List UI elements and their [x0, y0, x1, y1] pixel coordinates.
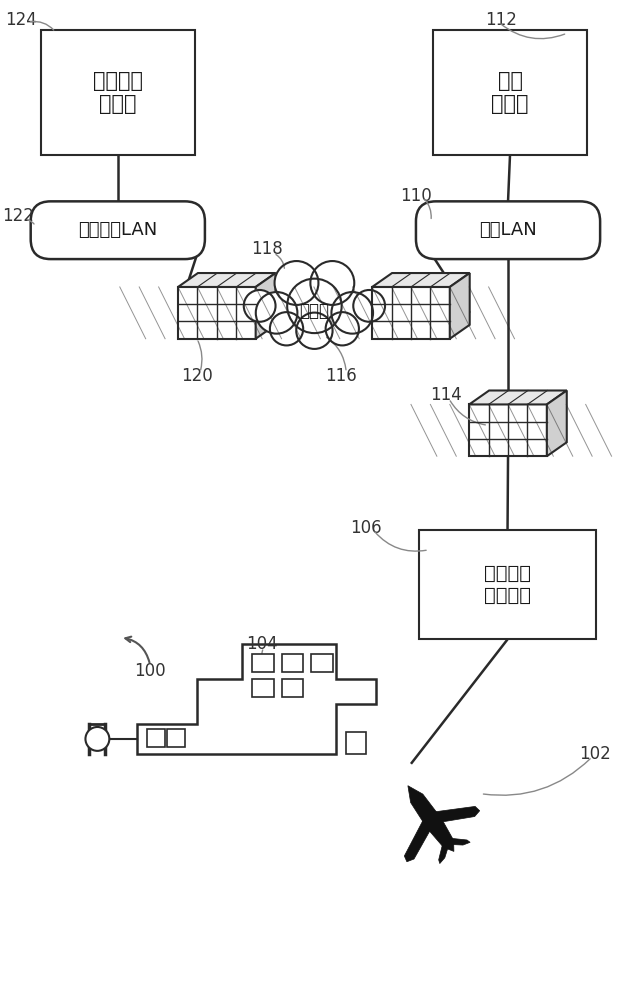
Circle shape: [287, 279, 342, 333]
FancyBboxPatch shape: [31, 201, 205, 259]
Text: 104: 104: [246, 635, 277, 653]
FancyBboxPatch shape: [282, 679, 304, 697]
Polygon shape: [178, 273, 275, 287]
Circle shape: [296, 313, 332, 349]
FancyBboxPatch shape: [282, 654, 304, 672]
Polygon shape: [408, 786, 454, 851]
Polygon shape: [547, 390, 567, 456]
Polygon shape: [372, 287, 450, 339]
FancyBboxPatch shape: [147, 729, 165, 747]
Text: 124: 124: [5, 11, 36, 29]
Circle shape: [244, 290, 275, 322]
Polygon shape: [404, 806, 480, 862]
Text: 114: 114: [430, 386, 462, 404]
Polygon shape: [470, 390, 567, 404]
Text: 100: 100: [135, 662, 166, 680]
Text: 116: 116: [326, 367, 357, 385]
Text: 102: 102: [579, 745, 611, 763]
Text: 122: 122: [2, 207, 34, 225]
Circle shape: [326, 312, 359, 345]
Text: 机场
服务器: 机场 服务器: [491, 71, 529, 114]
Polygon shape: [372, 273, 470, 287]
Polygon shape: [439, 838, 470, 864]
FancyBboxPatch shape: [419, 530, 596, 639]
FancyBboxPatch shape: [252, 654, 274, 672]
Polygon shape: [470, 404, 547, 456]
Text: 航空公司
服务器: 航空公司 服务器: [93, 71, 143, 114]
Text: 机场地面
基础设施: 机场地面 基础设施: [484, 564, 531, 605]
Circle shape: [310, 261, 354, 305]
Circle shape: [270, 312, 303, 345]
Text: 互联网: 互联网: [299, 302, 329, 320]
Circle shape: [353, 290, 385, 322]
FancyBboxPatch shape: [167, 729, 185, 747]
Text: 机场LAN: 机场LAN: [479, 221, 537, 239]
Circle shape: [85, 727, 110, 751]
Polygon shape: [137, 644, 376, 754]
Circle shape: [275, 261, 319, 305]
Polygon shape: [255, 273, 275, 339]
FancyBboxPatch shape: [416, 201, 600, 259]
Polygon shape: [450, 273, 470, 339]
FancyBboxPatch shape: [311, 654, 333, 672]
Text: 112: 112: [485, 11, 516, 29]
Text: 118: 118: [251, 240, 282, 258]
Polygon shape: [178, 287, 255, 339]
Circle shape: [331, 292, 373, 334]
Text: 航空公司LAN: 航空公司LAN: [78, 221, 157, 239]
FancyBboxPatch shape: [41, 30, 195, 155]
Text: 110: 110: [400, 187, 432, 205]
FancyBboxPatch shape: [252, 679, 274, 697]
Text: 106: 106: [351, 519, 382, 537]
Text: 120: 120: [181, 367, 213, 385]
Circle shape: [256, 292, 297, 334]
FancyBboxPatch shape: [346, 732, 366, 754]
FancyBboxPatch shape: [433, 30, 587, 155]
